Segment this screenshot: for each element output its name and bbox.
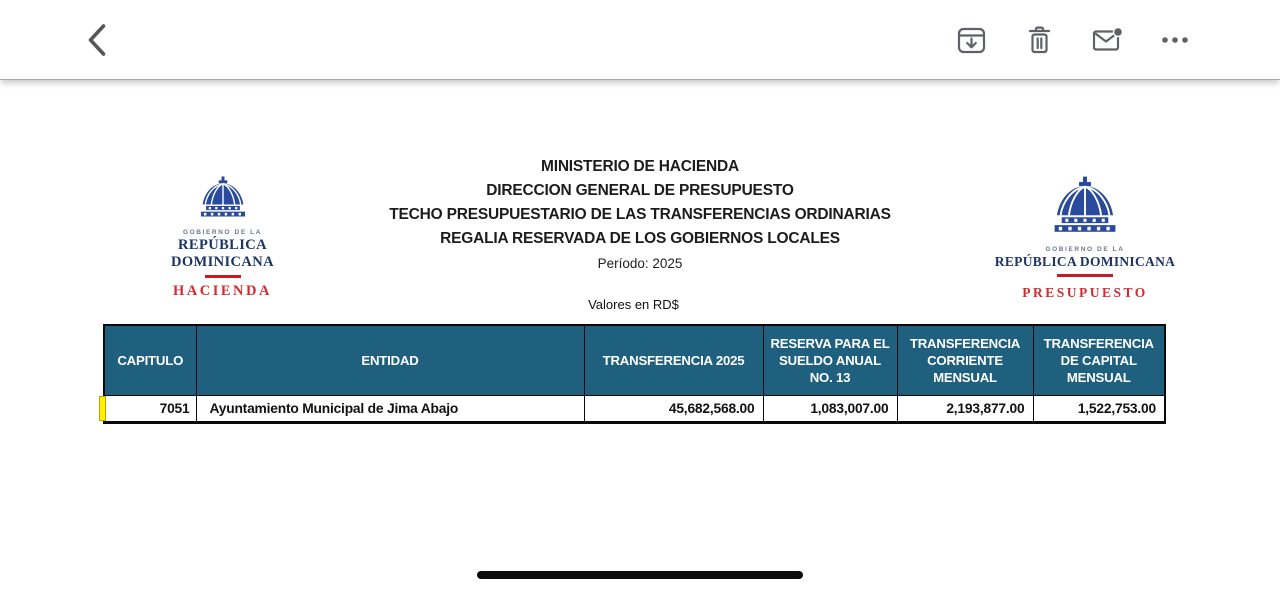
home-indicator[interactable] [477,571,803,579]
delete-button[interactable] [1019,20,1059,60]
column-header-reserva-sueldo-13: RESERVA PARA EL SUELDO ANUAL NO. 13 [762,324,898,396]
hacienda-logo: GOBIERNO DE LA REPÚBLICA DOMINICANA HACI… [125,176,320,300]
budget-table: CAPITULO ENTIDAD TRANSFERENCIA 2025 RESE… [103,324,1166,424]
logo-divider [204,275,241,278]
download-icon [957,27,986,54]
table-header-row: CAPITULO ENTIDAD TRANSFERENCIA 2025 RESE… [103,324,1166,396]
column-header-transferencia-corriente: TRANSFERENCIA CORRIENTE MENSUAL [896,324,1034,396]
currency-note: Valores en RD$ [588,297,679,312]
toolbar [0,0,1280,80]
cell-transferencia-corriente: 2,193,877.00 [896,394,1034,423]
presupuesto-logo: GOBIERNO DE LA REPÚBLICA DOMINICANA PRES… [985,176,1185,301]
column-header-transferencia-2025: TRANSFERENCIA 2025 [583,324,764,396]
department-label: HACIENDA [173,282,272,299]
republic-line: REPÚBLICA DOMINICANA [994,254,1176,269]
document-title-block: MINISTERIO DE HACIENDA DIRECCION GENERAL… [0,155,1280,276]
government-line: GOBIERNO DE LA [182,229,263,236]
trash-icon [1027,26,1052,54]
back-button[interactable] [76,20,116,60]
cell-capitulo: 7051 [103,394,197,423]
title-line: DIRECCION GENERAL DE PRESUPUESTO [486,182,794,199]
cell-transferencia-2025: 45,682,568.00 [583,394,764,423]
download-button[interactable] [951,20,991,60]
title-line: MINISTERIO DE HACIENDA [541,158,739,175]
period-label: Período: 2025 [597,256,683,271]
dome-icon [197,176,249,225]
table-row: 7051 Ayuntamiento Municipal de Jima Abaj… [103,394,1166,423]
ellipsis-icon [1161,36,1189,44]
column-header-entidad: ENTIDAD [195,324,585,396]
toolbar-actions [951,20,1195,60]
column-header-capitulo: CAPITULO [103,324,197,396]
mark-unread-button[interactable] [1087,20,1127,60]
more-options-button[interactable] [1155,20,1195,60]
envelope-unread-icon [1092,27,1123,53]
active-row-marker [99,396,106,421]
title-line: REGALIA RESERVADA DE LOS GOBIERNOS LOCAL… [440,230,840,247]
department-label: PRESUPUESTO [1022,285,1148,300]
dome-icon [1047,176,1123,242]
chevron-left-icon [85,23,108,57]
cell-reserva-sueldo-13: 1,083,007.00 [762,394,898,423]
cell-entidad: Ayuntamiento Municipal de Jima Abajo [195,394,585,423]
title-line: TECHO PRESUPUESTARIO DE LAS TRANSFERENCI… [389,206,891,223]
republic-line: REPÚBLICA DOMINICANA [170,237,275,270]
cell-transferencia-capital: 1,522,753.00 [1032,394,1166,423]
logo-divider [1057,274,1113,277]
government-line: GOBIERNO DE LA [1045,246,1125,253]
document-preview: GOBIERNO DE LA REPÚBLICA DOMINICANA HACI… [0,81,1280,591]
column-header-transferencia-capital: TRANSFERENCIA DE CAPITAL MENSUAL [1032,324,1166,396]
